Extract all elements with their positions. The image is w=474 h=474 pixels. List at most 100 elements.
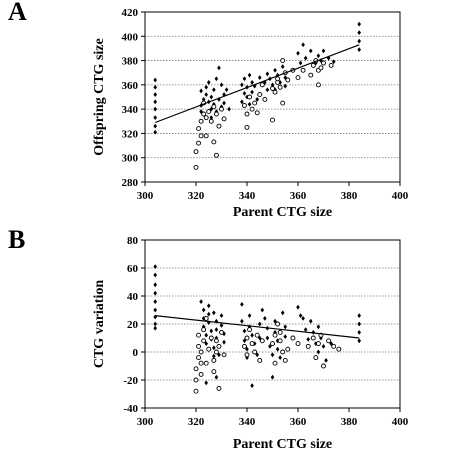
x-tick-label: 320 [188, 190, 205, 202]
data-point-filled [153, 282, 157, 288]
data-point-filled [153, 99, 157, 105]
data-point-filled [153, 123, 157, 129]
data-point-open [198, 360, 204, 366]
data-point-filled [250, 383, 254, 388]
data-point-filled [204, 332, 208, 338]
data-point-filled [199, 88, 203, 94]
data-point-filled [301, 42, 305, 48]
data-point-filled [298, 60, 303, 66]
data-point-filled [206, 311, 211, 317]
data-point-filled [265, 335, 270, 341]
data-point-open [315, 82, 321, 88]
data-point-open [206, 109, 212, 115]
data-point-open [257, 357, 263, 363]
data-point-open [196, 332, 202, 338]
data-point-filled [357, 330, 361, 335]
data-point-filled [257, 75, 262, 80]
data-point-open [198, 118, 204, 124]
data-point-filled [212, 353, 216, 359]
data-point-filled [250, 80, 254, 85]
data-point-open [211, 104, 217, 110]
x-tick-label: 300 [137, 190, 154, 202]
y-tick-label: 380 [122, 56, 139, 68]
data-point-filled [153, 272, 157, 278]
data-point-filled [357, 321, 361, 327]
data-point-open [310, 335, 316, 341]
data-point-filled [212, 87, 216, 93]
data-point-open [219, 106, 224, 112]
data-point-open [295, 341, 301, 347]
data-point-open [257, 92, 263, 98]
data-point-open [208, 335, 214, 341]
data-point-open [244, 335, 250, 341]
data-point-open [244, 352, 250, 358]
data-point-filled [240, 318, 244, 324]
y-axis-label: Offspring CTG size [92, 38, 107, 155]
data-point-filled [240, 99, 244, 105]
data-point-filled [247, 101, 252, 107]
data-point-open [208, 118, 214, 124]
panel-letter: A [8, 0, 27, 26]
data-point-filled [316, 349, 321, 355]
data-point-open [259, 82, 265, 88]
data-point-filled [153, 92, 157, 97]
data-point-open [201, 111, 207, 117]
data-point-filled [308, 48, 313, 54]
data-point-filled [153, 264, 157, 269]
data-point-open [321, 60, 326, 66]
data-point-open [280, 349, 286, 355]
data-point-filled [255, 352, 259, 358]
y-tick-label: 80 [127, 235, 139, 247]
data-point-filled [273, 67, 277, 73]
data-point-open [241, 103, 247, 108]
data-point-filled [222, 100, 226, 106]
data-point-open [247, 327, 253, 333]
data-point-open [270, 341, 275, 347]
data-point-filled [219, 313, 224, 318]
data-point-filled [324, 358, 328, 363]
x-tick-label: 380 [341, 190, 358, 202]
data-point-filled [153, 321, 157, 327]
plot-frame [144, 11, 401, 183]
data-point-filled [263, 80, 267, 85]
data-point-open [326, 338, 332, 344]
data-point-filled [283, 324, 288, 330]
data-point-filled [265, 71, 270, 77]
data-point-open [216, 385, 222, 391]
data-point-filled [204, 380, 208, 386]
data-point-filled [153, 299, 157, 304]
data-point-filled [280, 64, 285, 70]
data-point-filled [303, 327, 308, 332]
y-tick-label: 360 [122, 80, 139, 92]
data-point-open [277, 329, 283, 335]
data-point-filled [301, 316, 305, 321]
data-point-filled [357, 338, 361, 344]
data-point-open [203, 133, 209, 139]
data-point-filled [242, 328, 247, 334]
data-point-filled [153, 325, 157, 331]
data-point-filled [204, 92, 208, 97]
data-point-open [201, 327, 207, 333]
y-tick-label: 0 [133, 347, 139, 359]
data-point-open [272, 360, 278, 366]
data-point-filled [270, 82, 275, 88]
data-point-filled [357, 21, 361, 27]
x-axis-label: Parent CTG size [233, 205, 332, 220]
y-tick-label: 340 [122, 104, 139, 116]
data-point-open [275, 76, 281, 82]
data-point-open [219, 329, 224, 335]
data-point-filled [201, 97, 206, 102]
data-point-open [310, 62, 316, 68]
data-point-open [206, 346, 212, 352]
data-point-filled [275, 72, 280, 78]
panel-letter: B [8, 225, 25, 254]
x-tick-label: 340 [239, 190, 256, 202]
data-point-open [203, 115, 209, 121]
data-point-open [249, 106, 255, 112]
data-point-open [241, 343, 247, 349]
data-point-filled [219, 82, 224, 88]
data-point-filled [214, 335, 219, 341]
data-point-filled [273, 318, 277, 324]
data-point-filled [242, 76, 247, 82]
data-point-open [211, 369, 217, 375]
